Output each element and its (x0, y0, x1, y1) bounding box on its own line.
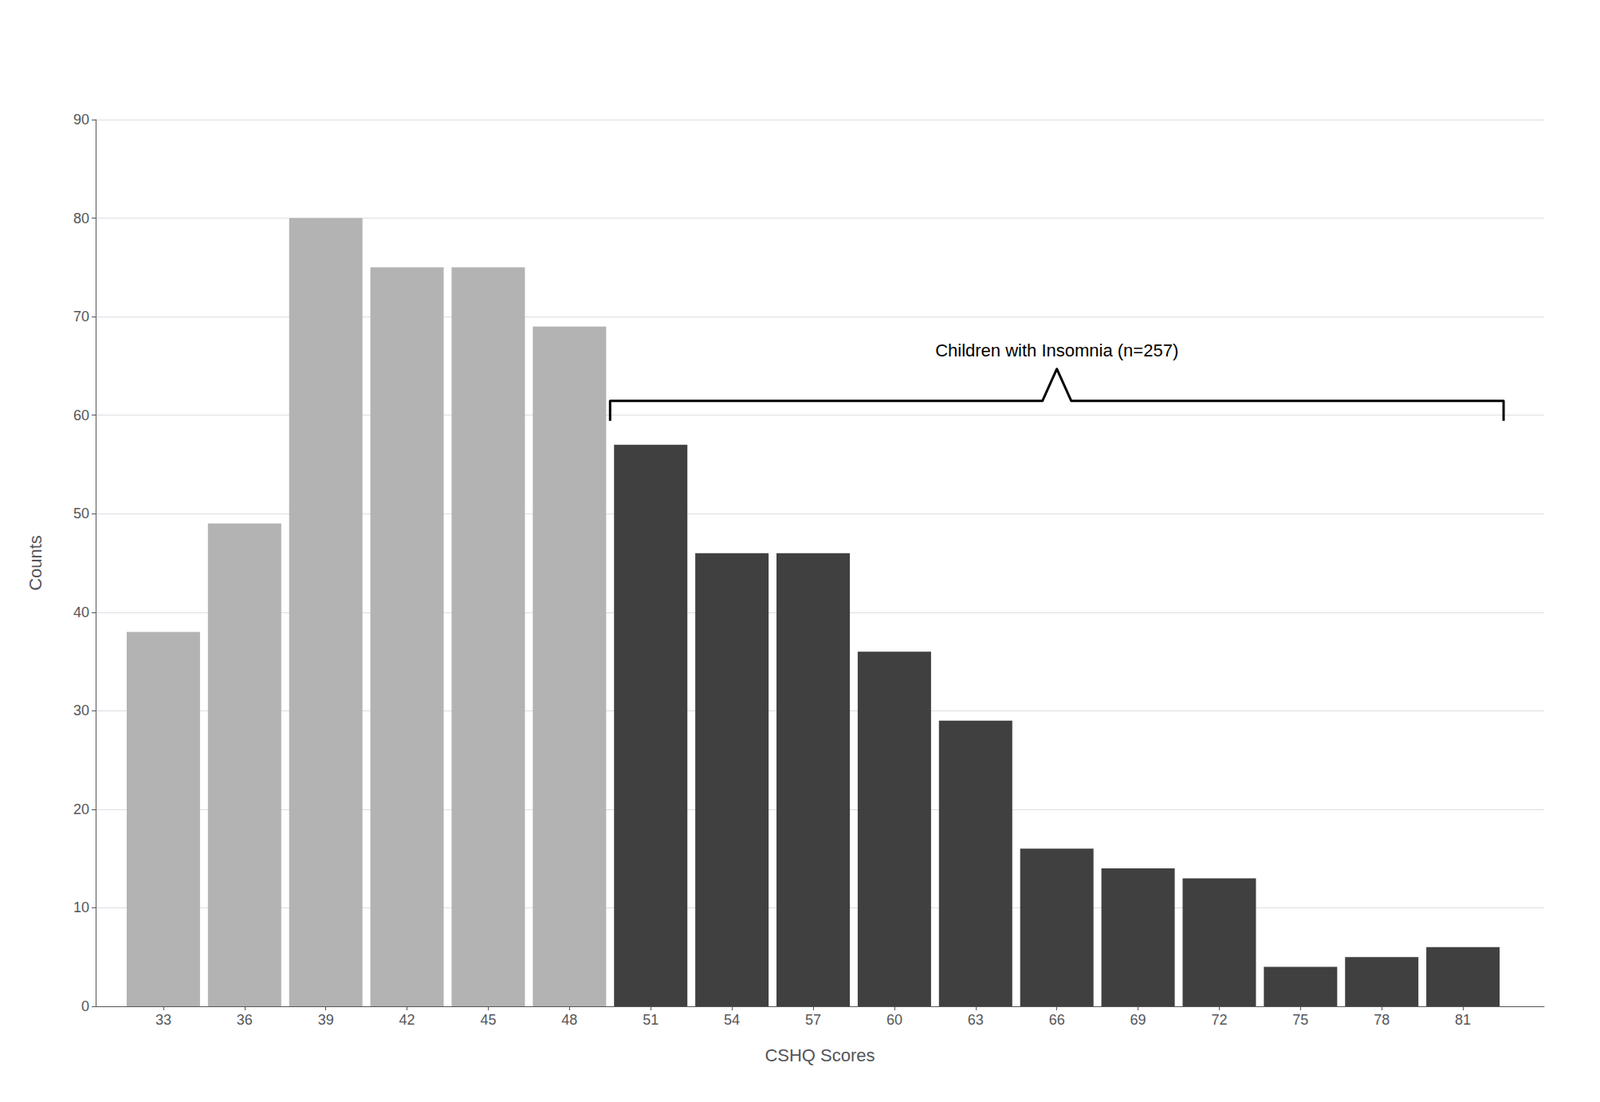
svg-text:48: 48 (561, 1011, 578, 1028)
svg-text:78: 78 (1373, 1011, 1390, 1028)
svg-text:33: 33 (155, 1011, 172, 1028)
svg-text:45: 45 (479, 1011, 496, 1028)
svg-text:36: 36 (236, 1011, 253, 1028)
svg-text:10: 10 (73, 899, 90, 916)
svg-text:72: 72 (1210, 1011, 1227, 1028)
svg-text:Counts: Counts (25, 534, 46, 591)
svg-text:63: 63 (967, 1011, 984, 1028)
svg-text:90: 90 (73, 111, 90, 128)
svg-text:57: 57 (805, 1011, 822, 1028)
svg-text:60: 60 (73, 407, 90, 424)
svg-text:60: 60 (886, 1011, 903, 1028)
svg-text:50: 50 (73, 505, 90, 522)
svg-text:20: 20 (73, 801, 90, 818)
svg-text:75: 75 (1292, 1011, 1309, 1028)
svg-text:70: 70 (73, 308, 90, 325)
svg-text:30: 30 (73, 702, 90, 719)
svg-text:Children with Insomnia (n=257): Children with Insomnia (n=257) (935, 340, 1179, 361)
svg-text:69: 69 (1130, 1011, 1147, 1028)
svg-text:80: 80 (73, 210, 90, 227)
svg-text:CSHQ Scores: CSHQ Scores (764, 1045, 875, 1066)
svg-text:42: 42 (399, 1011, 416, 1028)
svg-text:54: 54 (723, 1011, 740, 1028)
svg-text:66: 66 (1049, 1011, 1066, 1028)
svg-text:40: 40 (73, 604, 90, 621)
svg-text:81: 81 (1454, 1011, 1471, 1028)
svg-text:0: 0 (81, 998, 90, 1015)
svg-text:51: 51 (642, 1011, 659, 1028)
svg-text:39: 39 (318, 1011, 335, 1028)
